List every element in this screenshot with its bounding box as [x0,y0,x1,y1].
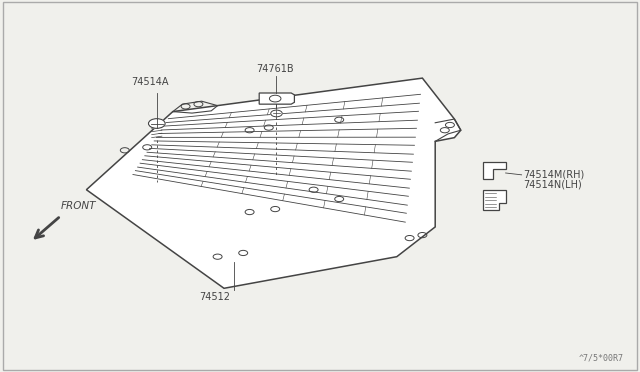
Polygon shape [483,162,506,179]
Text: 74514A: 74514A [132,77,169,87]
Polygon shape [483,190,506,210]
Text: FRONT: FRONT [61,201,96,211]
Polygon shape [259,93,294,104]
Text: 74512: 74512 [199,292,230,302]
Circle shape [271,110,282,117]
Text: ^7/5*00R7: ^7/5*00R7 [579,354,624,363]
Text: 74761B: 74761B [257,64,294,74]
Circle shape [269,95,281,102]
Text: 74514N(LH): 74514N(LH) [523,179,582,189]
Circle shape [148,119,165,128]
Text: 74514M(RH): 74514M(RH) [523,170,584,180]
Polygon shape [86,78,461,288]
